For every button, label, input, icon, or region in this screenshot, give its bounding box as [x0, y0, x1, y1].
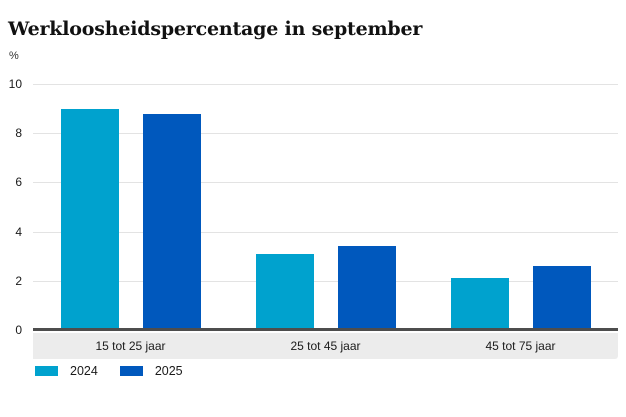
- bar-group: [450, 84, 591, 330]
- y-axis: 0 2 4 6 8 10: [0, 77, 24, 337]
- legend-item-2025: 2025: [119, 364, 183, 378]
- bar-group: [255, 84, 396, 330]
- legend-label: 2025: [154, 364, 183, 378]
- y-tick-label: 10: [8, 77, 22, 91]
- gridline: [33, 231, 618, 233]
- bar-2024-15-tot-25-jaar: [60, 108, 119, 330]
- bar-2025-15-tot-25-jaar: [142, 113, 201, 330]
- y-tick-label: 6: [15, 175, 22, 190]
- legend: 2024 2025: [35, 364, 205, 378]
- bar-2025-25-tot-45-jaar: [337, 246, 396, 330]
- gridline: [33, 84, 618, 85]
- bar-2024-45-tot-75-jaar: [450, 278, 509, 330]
- bar-2025-45-tot-75-jaar: [532, 266, 591, 330]
- y-tick-label: 2: [15, 273, 22, 288]
- legend-item-2024: 2024: [35, 364, 98, 378]
- bar-2024-25-tot-45-jaar: [255, 253, 314, 330]
- chart-title: Werkloosheidspercentage in september: [8, 18, 423, 40]
- legend-swatch-2024: [35, 366, 58, 376]
- category-label: 15 tot 25 jaar: [95, 339, 166, 353]
- plot-area: [33, 84, 618, 331]
- gridline: [33, 280, 618, 282]
- legend-label: 2024: [70, 364, 98, 378]
- category-label: 25 tot 45 jaar: [290, 339, 361, 353]
- y-tick-label: 8: [15, 126, 22, 141]
- category-label: 45 tot 75 jaar: [485, 339, 556, 353]
- legend-swatch-2025: [119, 366, 143, 376]
- category-band: 15 tot 25 jaar 25 tot 45 jaar 45 tot 75 ja…: [33, 333, 618, 359]
- gridline: [33, 133, 618, 135]
- y-axis-unit-label: %: [9, 50, 19, 62]
- gridline: [33, 182, 618, 184]
- y-tick-label: 4: [15, 224, 22, 239]
- bar-group: [60, 84, 201, 330]
- x-axis-line: [33, 328, 618, 331]
- y-tick-label: 0: [15, 323, 22, 337]
- bar-groups: [33, 84, 618, 330]
